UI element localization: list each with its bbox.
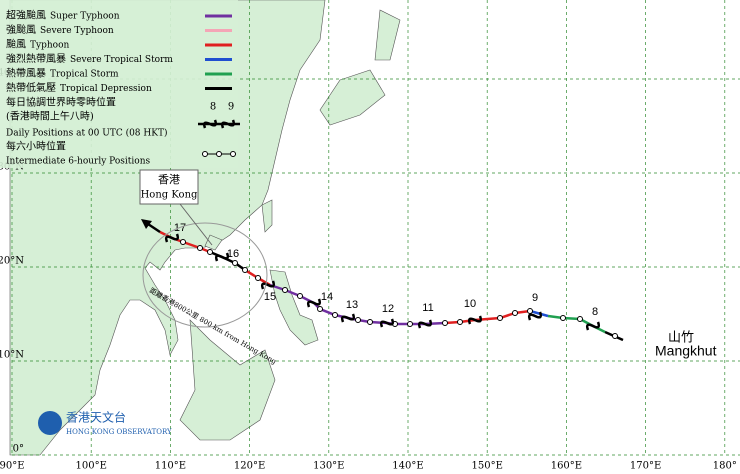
legend-daily-zh: 每日協調世界時零時位置 (6, 96, 116, 109)
daily-position (164, 233, 180, 243)
legend-en: Tropical Storm (50, 70, 119, 80)
daily-label: 17 (174, 222, 186, 234)
legend-en: Super Typhoon (50, 12, 120, 22)
six-hourly-position (407, 321, 413, 327)
six-hourly-position (180, 239, 186, 245)
legend-6h-dot (216, 151, 222, 157)
logo-zh: 香港天文台 (66, 410, 126, 425)
place-en: Hong Kong (141, 190, 198, 201)
y-axis-label: 0° (13, 444, 24, 455)
six-hourly-position (197, 245, 203, 251)
six-hourly-position (612, 333, 618, 339)
legend-6h-dot (202, 151, 208, 157)
daily-label: 16 (227, 248, 239, 260)
legend-zh: 強烈熱帶風暴 (6, 52, 66, 65)
logo: 香港天文台 HONG KONG OBSERVATORY (38, 410, 172, 436)
daily-position (379, 318, 395, 328)
y-axis-label: 20°N (0, 256, 24, 267)
six-hourly-position (367, 319, 373, 325)
x-axis-label: 110°E (155, 461, 186, 472)
six-hourly-position (207, 249, 213, 255)
six-hourly-position (577, 316, 583, 322)
daily-position (527, 311, 543, 321)
daily-position (306, 298, 322, 308)
x-axis-label: 160°E (551, 461, 582, 472)
y-axis-label: 10°N (0, 350, 24, 361)
daily-label: 9 (532, 292, 538, 304)
six-hourly-position (457, 319, 463, 325)
daily-label: 10 (464, 298, 476, 310)
daily-label: 11 (422, 302, 433, 314)
legend-box (0, 0, 238, 168)
legend-daily-sample: 8 (210, 102, 216, 113)
range-circle (142, 222, 268, 328)
x-axis-label: 90°E (0, 461, 25, 472)
track: 8 9 10 11 12 13 14 15 16 17 (141, 219, 624, 342)
legend-daily-en: Daily Positions at 00 UTC (08 HKT) (6, 128, 167, 139)
legend-en: Severe Typhoon (40, 26, 114, 36)
logo-mark (38, 411, 62, 435)
x-axis-label: 140°E (392, 461, 423, 472)
legend-zh: 強颱風 (6, 23, 36, 36)
logo-en: HONG KONG OBSERVATORY (66, 428, 172, 436)
legend-zh: 颱風 (6, 39, 26, 51)
daily-label: 13 (346, 299, 358, 311)
daily-position (467, 315, 483, 325)
daily-position (214, 252, 230, 262)
legend: 超強颱風 Super Typhoon 強颱風 Severe Typhoon 颱風 Typh… (6, 9, 240, 167)
six-hourly-position (442, 320, 448, 326)
six-hourly-position (282, 287, 288, 293)
x-axis-label: 150°E (472, 461, 503, 472)
x-axis-label: 170°E (630, 461, 661, 472)
legend-6h-zh: 每六小時位置 (6, 140, 66, 153)
pointer (179, 203, 213, 246)
legend-6h-en: Intermediate 6-hourly Positions (6, 157, 150, 167)
x-axis-label: 130°E (313, 461, 344, 472)
daily-position (417, 319, 433, 329)
x-axis-label: 120°E (234, 461, 265, 472)
legend-en: Tropical Depression (60, 84, 152, 94)
six-hourly-position (560, 315, 566, 321)
legend-en: Severe Tropical Storm (70, 55, 173, 65)
x-axis-label: 100°E (76, 461, 107, 472)
six-hourly-position (255, 275, 261, 281)
daily-label: 12 (382, 303, 394, 315)
arrow-head (141, 219, 152, 229)
track-segment (529, 309, 549, 318)
legend-daily-sample: 9 (228, 102, 234, 113)
track-segment (209, 250, 246, 272)
place-zh: 香港 (158, 173, 180, 186)
six-hourly-position (317, 306, 323, 312)
six-hourly-position (512, 310, 518, 316)
legend-daily-zh2: (香港時間上午八時) (6, 110, 94, 123)
six-hourly-position (232, 260, 238, 266)
legend-zh: 超強颱風 (6, 9, 46, 22)
legend-zh: 熱帶低氣壓 (6, 81, 56, 94)
six-hourly-position (527, 308, 533, 314)
six-hourly-position (497, 315, 503, 321)
storm-en: Mangkhut (655, 343, 717, 359)
x-axis-label: 180° (713, 461, 737, 472)
daily-label: 14 (321, 291, 333, 303)
six-hourly-position (297, 293, 303, 299)
legend-zh: 熱帶風暴 (6, 67, 46, 80)
daily-position (585, 321, 601, 331)
legend-6h-dot (230, 151, 236, 157)
storm-zh: 山竹 (668, 331, 694, 346)
legend-en: Typhoon (30, 41, 69, 51)
six-hourly-position (332, 312, 338, 318)
six-hourly-position (242, 267, 248, 273)
daily-label: 15 (264, 291, 276, 303)
daily-label: 8 (592, 306, 598, 318)
daily-position (340, 313, 356, 323)
place-box (139, 169, 199, 205)
legend-daily-symbol (198, 119, 240, 129)
daily-position (260, 280, 276, 290)
six-hourly-position (355, 317, 361, 323)
